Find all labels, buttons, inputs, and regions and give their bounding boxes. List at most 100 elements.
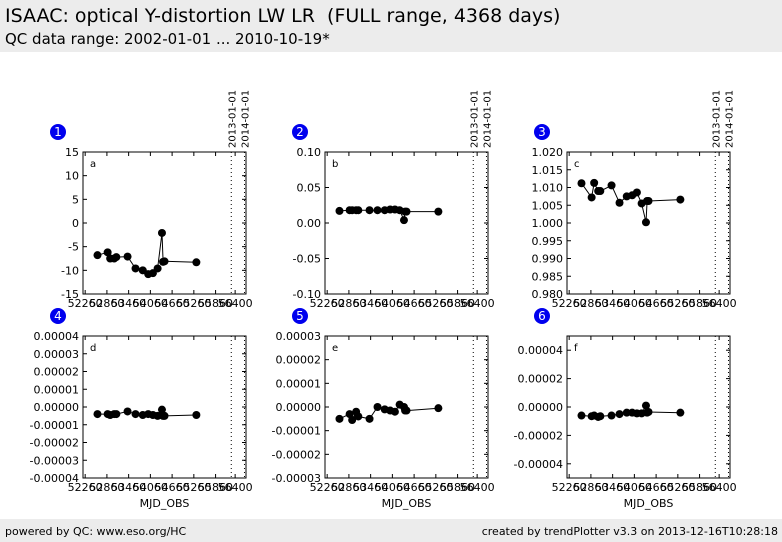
x-tick-label: 55860 [682,297,717,310]
data-point [112,253,121,262]
y-tick-label: -0.00001 [30,419,79,432]
panel-number-badge [534,308,550,324]
x-tick-label: 53460 [111,481,146,494]
y-tick-label: -0.00002 [30,437,79,450]
y-tick-label: 0.00003 [34,348,80,361]
x-tick-label: 52260 [310,297,345,310]
reference-line-label: 2013-01-01 [469,90,480,148]
panel-letter: f [574,343,578,354]
data-point [354,206,363,215]
y-tick-label: 5 [72,193,79,206]
qc-data-range: QC data range: 2002-01-01 ... 2010-10-19… [5,30,330,48]
x-tick-label: 52260 [552,297,587,310]
x-tick-label: 52860 [331,297,366,310]
panel-letter: e [332,343,338,354]
x-tick-label: 55860 [682,481,717,494]
y-tick-label: -0.00003 [272,472,321,485]
plot-frame [82,151,247,295]
y-tick-label: 0.995 [532,235,564,248]
y-tick-label: 0.00000 [34,401,80,414]
x-tick-label: 54060 [617,297,652,310]
x-tick-label: 56400 [218,481,253,494]
x-tick-label: 54660 [397,481,432,494]
y-tick-label: -10 [61,264,79,277]
x-tick-label: 56400 [702,481,737,494]
y-tick-label: -0.05 [293,253,321,266]
x-tick-label: 55260 [418,297,453,310]
y-tick-label: 15 [65,146,79,159]
y-tick-label: -0.00004 [514,458,563,471]
y-tick-label: 0.985 [532,270,564,283]
x-tick-label: 52260 [552,481,587,494]
panel-letter: d [90,343,96,354]
trend-panel-b: 2013-01-01 2014-01-01 0.10 0.05 0.00 -0.05 -0.… [292,90,495,310]
data-point [676,195,685,204]
data-point [373,403,382,411]
panel-number: 4 [54,309,62,323]
y-tick-label: 0.00002 [34,366,80,379]
x-tick-label: 55260 [418,481,453,494]
y-tick-label: 10 [65,170,79,183]
trend-panel-f: 0.00004 0.00002 0.00000 -0.00002 -0.00004 522… [514,308,737,510]
x-tick-label: 52860 [89,297,124,310]
x-tick-label: 54060 [133,481,168,494]
data-point [390,407,399,416]
x-tick-label: 55260 [176,481,211,494]
data-point [123,407,132,416]
y-tick-label: 0.10 [297,146,322,159]
data-point [123,252,132,261]
y-tick-label: 0.00002 [276,354,322,367]
panel-number-badge [534,124,550,140]
data-point [607,411,616,420]
y-tick-label: -5 [68,241,79,254]
x-tick-label: 52260 [310,481,345,494]
y-tick-label: 1.015 [532,164,564,177]
data-point [131,264,140,273]
data-point [577,411,586,420]
x-tick-label: 54060 [375,297,410,310]
x-tick-label: 54060 [375,481,410,494]
x-tick-label: 54660 [639,481,674,494]
y-tick-label: 0.00003 [276,330,322,343]
data-point [131,410,140,419]
header-bar: ISAAC: optical Y-distortion LW LR (FULL … [0,0,782,52]
y-tick-label: 0.980 [532,288,564,301]
x-tick-label: 55260 [660,481,695,494]
data-point [93,410,102,419]
data-point [192,410,201,419]
x-tick-label: 56400 [702,297,737,310]
y-tick-label: 0.05 [297,182,322,195]
data-point [93,251,102,260]
x-tick-label: 53460 [595,297,630,310]
panel-number: 3 [538,125,546,139]
panel-number: 1 [54,125,62,139]
y-tick-label: 0.00004 [34,330,80,343]
x-tick-label: 53460 [595,481,630,494]
data-point [399,216,408,225]
footer-bar: powered by QC: www.eso.org/HC created by… [0,519,782,542]
reference-line-label: 2014-01-01 [724,90,735,148]
x-tick-label: 52860 [573,481,608,494]
y-tick-label: 0.00001 [276,377,322,390]
trend-panel-a: 2013-01-01 2014-01-01151050-5-10-15522605… [50,90,253,310]
y-tick-label: -0.10 [293,288,321,301]
x-tick-label: 55260 [660,297,695,310]
x-tick-label: 52860 [89,481,124,494]
data-point [160,411,169,420]
y-tick-label: 1.020 [532,146,564,159]
x-tick-label: 55260 [176,297,211,310]
data-point [644,196,653,205]
x-tick-label: 52860 [573,297,608,310]
x-tick-label: 54660 [155,297,190,310]
reference-line-label: 2014-01-01 [482,90,493,148]
panel-number: 2 [296,125,304,139]
x-tick-label: 53460 [111,297,146,310]
y-tick-label: 1.000 [532,217,564,230]
x-tick-label: 55860 [440,481,475,494]
data-point [676,408,685,417]
x-tick-label: 53460 [353,297,388,310]
panel-number-badge [292,308,308,324]
x-tick-label: 52860 [331,481,366,494]
data-point [157,228,166,237]
